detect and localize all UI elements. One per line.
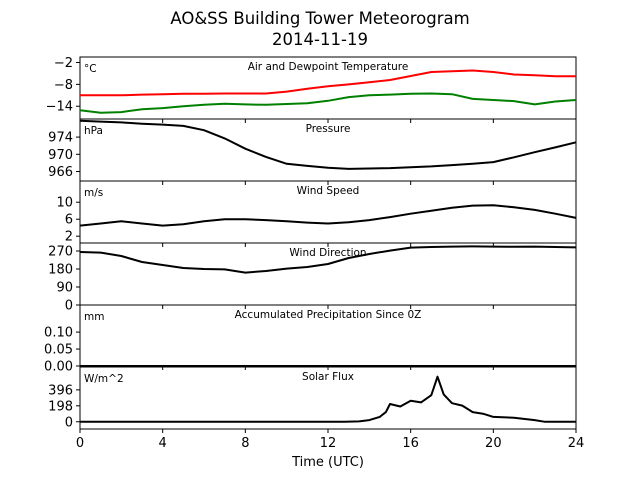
- panel-title: Wind Speed: [297, 185, 360, 197]
- panel-wind-direction: 270 180 90 0 Wind Direction: [48, 242, 577, 314]
- series-line: [79, 245, 577, 274]
- x-tick-label: 24: [568, 436, 585, 451]
- unit-label: hPa: [84, 125, 103, 137]
- figure-title: AO&SS Building Tower Meteorogram: [170, 9, 469, 28]
- panel-precipitation: 0.10 0.05 0.00 Accumulated Precipitation Si…: [44, 304, 577, 375]
- y-tick-label: 0: [65, 415, 73, 430]
- panel-pressure: 974 970 966 Pressure hPa: [48, 118, 577, 185]
- x-tick-label: 12: [320, 436, 337, 451]
- panel-title: Air and Dewpoint Temperature: [248, 61, 409, 73]
- panel-wind-speed: 10 6 2 Wind Speed m/s: [56, 180, 577, 247]
- y-tick-label: 0.05: [44, 343, 73, 358]
- unit-label: W/m^2: [84, 373, 124, 385]
- x-axis-label: Time (UTC): [291, 455, 364, 470]
- x-axis: 0 4 8 12 16 20 24: [76, 436, 584, 451]
- y-tick-label: 970: [48, 148, 73, 163]
- x-tick-label: 8: [241, 436, 249, 451]
- y-tick-label: −14: [46, 100, 73, 115]
- y-tick-label: 0.10: [44, 326, 73, 341]
- series-line: [80, 375, 576, 423]
- y-tick-label: 2: [65, 230, 73, 245]
- y-tick-label: 974: [48, 131, 73, 146]
- unit-label: m/s: [84, 187, 103, 199]
- y-tick-label: 0: [65, 299, 73, 314]
- y-tick-label: 396: [48, 383, 73, 398]
- y-tick-label: 10: [56, 196, 73, 211]
- panel-title: Solar Flux: [302, 371, 354, 383]
- series-line: [80, 69, 576, 97]
- y-tick-label: 6: [65, 213, 73, 228]
- x-tick-label: 16: [402, 436, 419, 451]
- y-tick-label: −2: [54, 56, 73, 71]
- y-tick-label: 180: [48, 263, 73, 278]
- x-tick-label: 20: [485, 436, 502, 451]
- series-line: [79, 119, 577, 170]
- unit-label: mm: [84, 311, 104, 323]
- x-tick-label: 4: [159, 436, 167, 451]
- panel-title: Wind Direction: [289, 247, 366, 259]
- y-tick-label: 270: [48, 245, 73, 260]
- figure-date: 2014-11-19: [272, 30, 368, 49]
- panel-title: Pressure: [306, 123, 351, 135]
- panel-title: Accumulated Precipitation Since 0Z: [235, 309, 422, 321]
- series-line: [79, 204, 577, 227]
- y-tick-label: 90: [56, 281, 73, 296]
- unit-label: °C: [84, 63, 97, 75]
- x-tick-label: 0: [76, 436, 84, 451]
- y-tick-label: 198: [48, 399, 73, 414]
- series-line: [79, 92, 577, 114]
- y-tick-label: 966: [48, 165, 73, 180]
- y-tick-label: −8: [54, 78, 73, 93]
- panels-group: −2 −8 −14 Air and Dewpoint Temperature °C 974…: [44, 56, 577, 433]
- panel-temperature: −2 −8 −14 Air and Dewpoint Temperature °C: [46, 56, 577, 123]
- y-tick-label: 0.00: [44, 360, 73, 375]
